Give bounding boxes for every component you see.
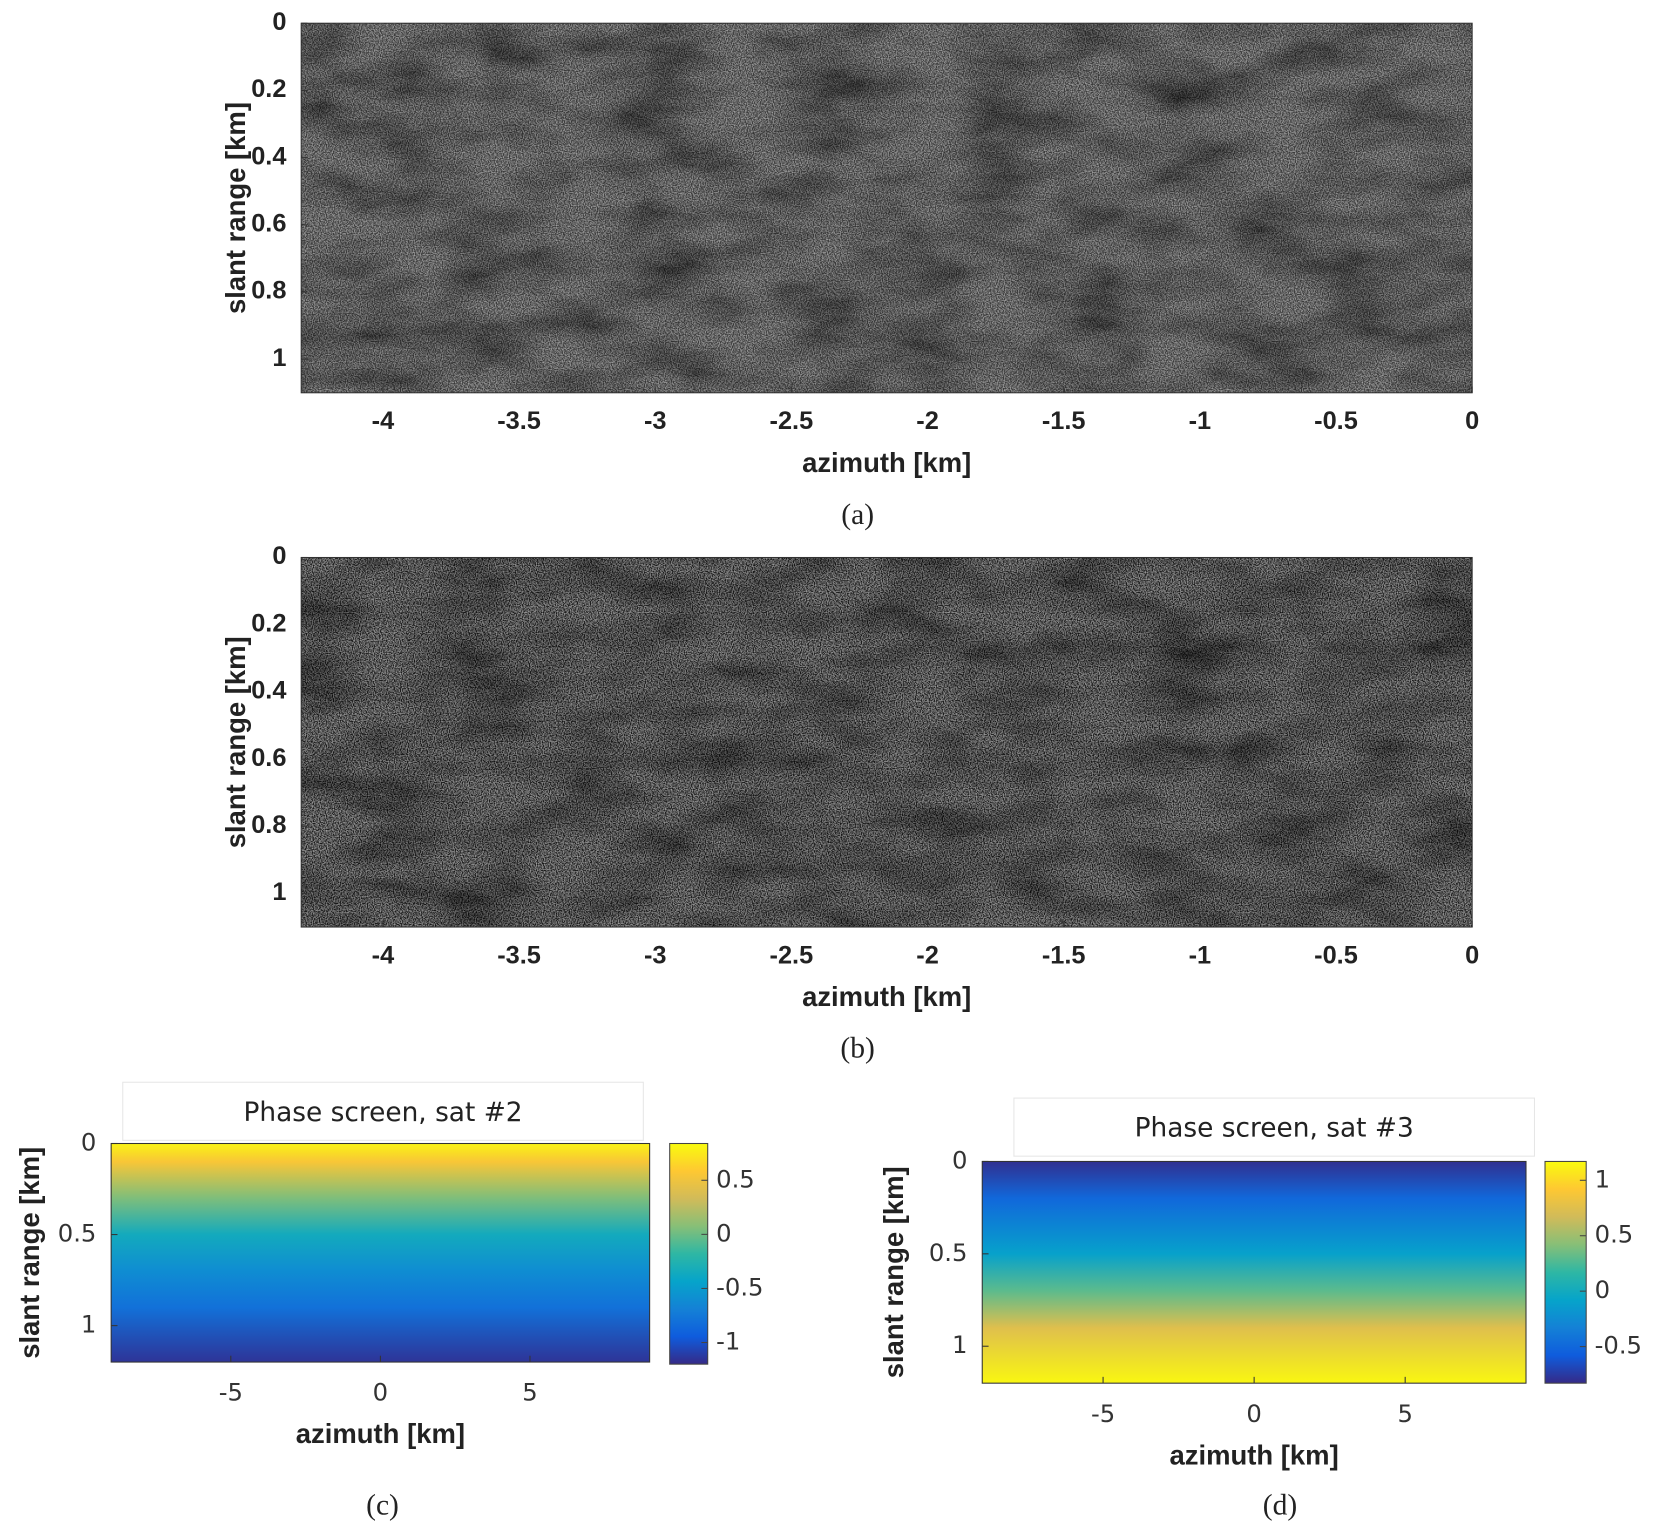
- x-tick-label: -1.5: [1042, 407, 1086, 435]
- caption: (d): [1263, 1490, 1297, 1522]
- x-tick-label: -2.5: [770, 407, 814, 435]
- chart-title: Phase screen, sat #2: [243, 1098, 522, 1128]
- x-tick-label: -3.5: [497, 407, 541, 435]
- x-tick-label: 5: [1397, 1399, 1412, 1428]
- x-axis-label: azimuth [km]: [296, 1418, 465, 1449]
- colorbar-tick-label: 0: [716, 1218, 731, 1247]
- plot-frame: [300, 22, 1473, 394]
- x-tick-label: -5: [219, 1378, 243, 1407]
- x-tick-label: 5: [522, 1378, 537, 1407]
- x-tick-label: 0: [1465, 941, 1479, 969]
- caption: (a): [841, 499, 874, 531]
- caption: (b): [840, 1032, 874, 1064]
- heatmap: [111, 1143, 650, 1363]
- y-tick-label: 0.6: [251, 209, 286, 237]
- colorbar-tick-label: 0.5: [1595, 1220, 1634, 1249]
- x-tick-label: 0: [373, 1378, 388, 1407]
- y-tick-label: 0.4: [251, 677, 286, 705]
- x-tick-label: -2.5: [770, 941, 814, 969]
- y-tick-label: 0.5: [58, 1219, 97, 1248]
- x-tick-label: -1: [1189, 407, 1212, 435]
- sar-image: [301, 23, 1473, 393]
- colorbar-tick-label: -0.5: [716, 1272, 763, 1301]
- colorbar: [669, 1142, 709, 1365]
- x-tick-label: -3: [644, 407, 667, 435]
- y-tick-label: 0.5: [929, 1238, 968, 1267]
- caption: (c): [366, 1490, 399, 1522]
- y-tick-label: 0.2: [251, 609, 286, 637]
- x-tick-label: -4: [372, 941, 395, 969]
- colorbar-tick-label: 0.5: [716, 1164, 755, 1193]
- x-tick-label: -0.5: [1314, 941, 1358, 969]
- colorbar-tick-label: 0: [1595, 1275, 1610, 1304]
- x-tick-label: -5: [1091, 1399, 1115, 1428]
- y-tick-label: 0.8: [251, 811, 286, 839]
- colorbar-tick-label: 1: [1595, 1164, 1610, 1193]
- y-tick-label: 0.6: [251, 744, 286, 772]
- y-tick-label: 0.4: [251, 142, 286, 170]
- panel: Phase screen, sat #3 -0.5 0 0.5 1 -5 0 5 0 0.5 1 az…: [878, 1097, 1642, 1522]
- y-tick-label: 0: [272, 8, 286, 36]
- x-tick-label: -3: [644, 941, 667, 969]
- y-tick-label: 0: [81, 1127, 96, 1156]
- panel: -4 -3.5 -3 -2.5 -2 -1.5 -1 -0.5 0 0 0.2 0.4 0.6 0.8 1 a…: [220, 8, 1479, 531]
- panel: -4 -3.5 -3 -2.5 -2 -1.5 -1 -0.5 0 0 0.2 0.4 0.6 0.8 1 a…: [220, 542, 1479, 1064]
- plot-frame: [300, 556, 1473, 928]
- x-axis-label: azimuth [km]: [1170, 1439, 1339, 1470]
- x-tick-label: -1.5: [1042, 941, 1086, 969]
- x-tick-label: -4: [372, 407, 395, 435]
- y-tick-label: 1: [952, 1330, 967, 1359]
- y-tick-label: 0.8: [251, 277, 286, 305]
- y-axis-label: slant range [km]: [220, 636, 251, 848]
- x-tick-label: 0: [1465, 407, 1479, 435]
- title-box: [1013, 1097, 1535, 1157]
- x-tick-label: -2: [916, 941, 939, 969]
- colorbar-tick-label: -1: [716, 1327, 740, 1356]
- sar-image: [301, 557, 1473, 928]
- x-axis-label: azimuth [km]: [802, 447, 971, 478]
- chart-title: Phase screen, sat #3: [1135, 1114, 1414, 1144]
- x-tick-label: -3.5: [497, 941, 541, 969]
- x-tick-label: 0: [1246, 1399, 1261, 1428]
- colorbar: [1544, 1160, 1587, 1384]
- x-tick-label: -1: [1189, 941, 1212, 969]
- x-tick-label: -0.5: [1314, 407, 1358, 435]
- y-tick-label: 1: [81, 1310, 96, 1339]
- x-tick-label: -2: [916, 407, 939, 435]
- y-tick-label: 0: [952, 1145, 967, 1174]
- y-tick-label: 0: [272, 542, 286, 570]
- y-axis-label: slant range [km]: [878, 1166, 909, 1378]
- x-axis-label: azimuth [km]: [802, 981, 971, 1012]
- y-tick-label: 0.2: [251, 75, 286, 103]
- panel: Phase screen, sat #2 -1 -0.5 0 0.5 -5 0 5 0 0.5 1 a…: [14, 1081, 764, 1522]
- y-axis-label: slant range [km]: [14, 1147, 45, 1359]
- title-box: [122, 1081, 644, 1141]
- heatmap: [982, 1161, 1527, 1384]
- y-tick-label: 1: [272, 344, 286, 372]
- colorbar-tick-label: -0.5: [1595, 1331, 1642, 1360]
- y-axis-label: slant range [km]: [220, 102, 251, 314]
- y-tick-label: 1: [272, 878, 286, 906]
